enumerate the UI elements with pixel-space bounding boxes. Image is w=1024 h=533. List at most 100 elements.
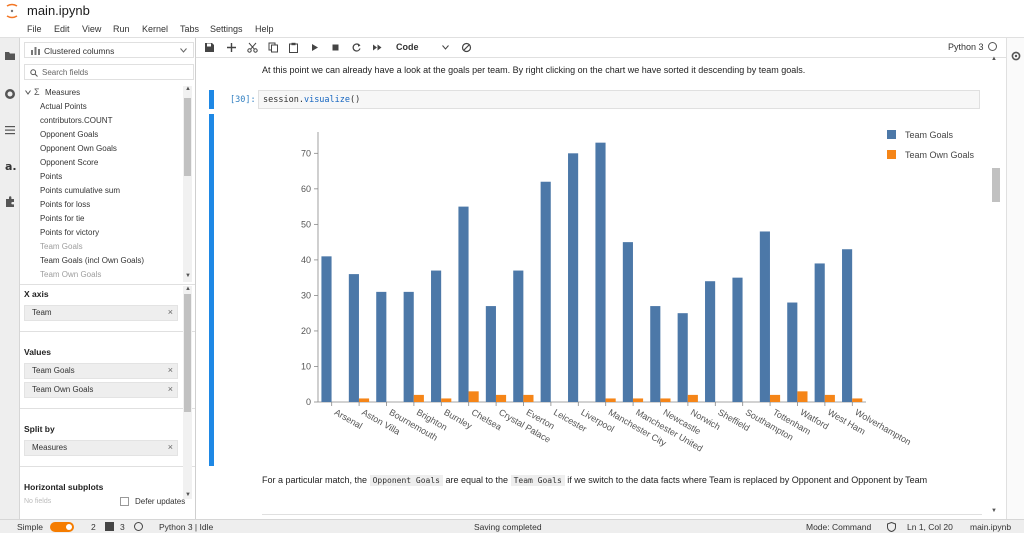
bar-team-goals[interactable] bbox=[622, 242, 633, 402]
remove-icon[interactable]: × bbox=[167, 442, 173, 452]
bar-team-goals[interactable] bbox=[842, 249, 853, 402]
restart-run-all-icon[interactable] bbox=[372, 42, 383, 53]
menu-help[interactable]: Help bbox=[255, 24, 274, 34]
bar-team-goals[interactable] bbox=[458, 206, 469, 402]
field-points-for-tie[interactable]: Points for tie bbox=[40, 214, 85, 223]
field-opponent-goals[interactable]: Opponent Goals bbox=[40, 130, 99, 139]
stop-icon[interactable] bbox=[330, 42, 341, 53]
bar-team-goals[interactable] bbox=[732, 277, 743, 402]
add-cell-icon[interactable] bbox=[226, 42, 237, 53]
scrollbar-thumb[interactable] bbox=[184, 294, 191, 412]
remove-icon[interactable]: × bbox=[167, 365, 173, 375]
chart-legend[interactable]: Team Goals Team Own Goals bbox=[887, 130, 975, 160]
restart-icon[interactable] bbox=[351, 42, 362, 53]
kernel-icon[interactable] bbox=[134, 522, 143, 531]
bar-team-goals[interactable] bbox=[403, 291, 414, 402]
field-points-for-loss[interactable]: Points for loss bbox=[40, 200, 91, 209]
field-opponent-own-goals[interactable]: Opponent Own Goals bbox=[40, 144, 117, 153]
menu-kernel[interactable]: Kernel bbox=[142, 24, 169, 34]
code-input[interactable]: session.visualize() bbox=[258, 90, 980, 109]
remove-icon[interactable]: × bbox=[167, 307, 173, 317]
split-by-chip[interactable]: Measures × bbox=[24, 440, 178, 456]
cell-type-select[interactable]: Code bbox=[396, 42, 419, 52]
field-team-goals-incl-own[interactable]: Team Goals (incl Own Goals) bbox=[40, 256, 145, 265]
menu-view[interactable]: View bbox=[82, 24, 102, 34]
atoti-icon[interactable]: a. bbox=[4, 160, 16, 172]
legend-swatch[interactable] bbox=[887, 130, 896, 139]
field-actual-points[interactable]: Actual Points bbox=[40, 102, 87, 111]
kernel-status[interactable]: Python 3 | Idle bbox=[159, 522, 214, 532]
scroll-down-arrow-icon[interactable]: ▼ bbox=[185, 492, 191, 498]
bar-team-goals[interactable] bbox=[376, 291, 387, 402]
remove-icon[interactable]: × bbox=[167, 384, 173, 394]
values-chip-team-own-goals[interactable]: Team Own Goals × bbox=[24, 382, 178, 398]
bar-team-own-goals[interactable] bbox=[852, 398, 863, 402]
scroll-up-arrow-icon[interactable]: ▲ bbox=[185, 286, 191, 292]
defer-updates-checkbox[interactable] bbox=[120, 497, 129, 506]
bar-team-goals[interactable] bbox=[348, 274, 359, 402]
git-icon[interactable] bbox=[461, 42, 472, 53]
bar-team-goals[interactable] bbox=[568, 153, 579, 402]
chevron-down-icon[interactable] bbox=[25, 90, 31, 95]
shield-icon[interactable] bbox=[887, 522, 896, 532]
bar-team-goals[interactable] bbox=[787, 302, 798, 402]
values-chip-team-goals[interactable]: Team Goals × bbox=[24, 363, 178, 379]
toc-icon[interactable] bbox=[4, 124, 16, 136]
field-contributors-count[interactable]: contributors.COUNT bbox=[40, 116, 113, 125]
cut-icon[interactable] bbox=[247, 42, 258, 53]
bar-team-own-goals[interactable] bbox=[797, 391, 808, 402]
cursor-position[interactable]: Ln 1, Col 20 bbox=[907, 522, 953, 532]
field-list-scrollbar[interactable] bbox=[183, 86, 192, 282]
paste-icon[interactable] bbox=[288, 42, 299, 53]
bar-team-goals[interactable] bbox=[595, 142, 606, 402]
field-team-goals[interactable]: Team Goals bbox=[40, 242, 83, 251]
bar-team-own-goals[interactable] bbox=[523, 394, 534, 402]
bar-team-goals[interactable] bbox=[485, 306, 496, 402]
bar-team-goals[interactable] bbox=[431, 270, 442, 402]
bar-team-own-goals[interactable] bbox=[632, 398, 644, 402]
bar-team-goals[interactable] bbox=[759, 231, 770, 402]
bar-team-own-goals[interactable] bbox=[441, 398, 452, 402]
field-points-for-victory[interactable]: Points for victory bbox=[40, 228, 100, 237]
copy-icon[interactable] bbox=[268, 42, 279, 53]
bar-team-own-goals[interactable] bbox=[413, 394, 424, 402]
field-points-cumulative-sum[interactable]: Points cumulative sum bbox=[40, 186, 121, 195]
bar-team-goals[interactable] bbox=[705, 281, 716, 402]
legend-label[interactable]: Team Own Goals bbox=[905, 150, 975, 160]
scroll-up-arrow-icon[interactable]: ▲ bbox=[185, 86, 191, 92]
bar-team-own-goals[interactable] bbox=[358, 398, 370, 402]
bar-team-own-goals[interactable] bbox=[605, 398, 616, 402]
drop-zones-scrollbar[interactable] bbox=[183, 286, 192, 499]
simple-mode-toggle[interactable] bbox=[50, 522, 74, 532]
chart-type-select[interactable]: Clustered columns bbox=[24, 42, 194, 58]
property-inspector-gear-icon[interactable] bbox=[1010, 50, 1022, 62]
field-points[interactable]: Points bbox=[40, 172, 63, 181]
legend-label[interactable]: Team Goals bbox=[905, 130, 954, 140]
scrollbar-thumb[interactable] bbox=[184, 98, 191, 176]
menu-tabs[interactable]: Tabs bbox=[180, 24, 200, 34]
kernel-name[interactable]: Python 3 bbox=[948, 42, 984, 52]
extension-puzzle-icon[interactable] bbox=[4, 196, 16, 208]
bar-team-goals[interactable] bbox=[321, 256, 332, 402]
bar-team-goals[interactable] bbox=[540, 181, 551, 402]
bar-team-own-goals[interactable] bbox=[824, 394, 835, 402]
folder-icon[interactable] bbox=[4, 50, 16, 62]
terminal-icon[interactable] bbox=[105, 522, 114, 531]
field-team-own-goals[interactable]: Team Own Goals bbox=[40, 270, 102, 279]
menu-file[interactable]: File bbox=[27, 24, 42, 34]
scroll-down-arrow-icon[interactable]: ▼ bbox=[991, 508, 997, 514]
bar-team-goals[interactable] bbox=[650, 306, 661, 402]
search-fields-input[interactable]: Search fields bbox=[24, 64, 194, 80]
bar-team-goals[interactable] bbox=[677, 313, 688, 402]
field-opponent-score[interactable]: Opponent Score bbox=[40, 158, 99, 167]
menu-edit[interactable]: Edit bbox=[54, 24, 70, 34]
scroll-up-arrow-icon[interactable]: ▲ bbox=[991, 56, 997, 62]
save-icon[interactable] bbox=[204, 42, 215, 53]
bar-team-goals[interactable] bbox=[513, 270, 524, 402]
bar-team-own-goals[interactable] bbox=[468, 391, 479, 402]
notebook-scrollbar-thumb[interactable] bbox=[992, 168, 1000, 202]
bar-team-own-goals[interactable] bbox=[495, 394, 507, 402]
running-icon[interactable] bbox=[4, 88, 16, 100]
legend-swatch[interactable] bbox=[887, 150, 896, 159]
